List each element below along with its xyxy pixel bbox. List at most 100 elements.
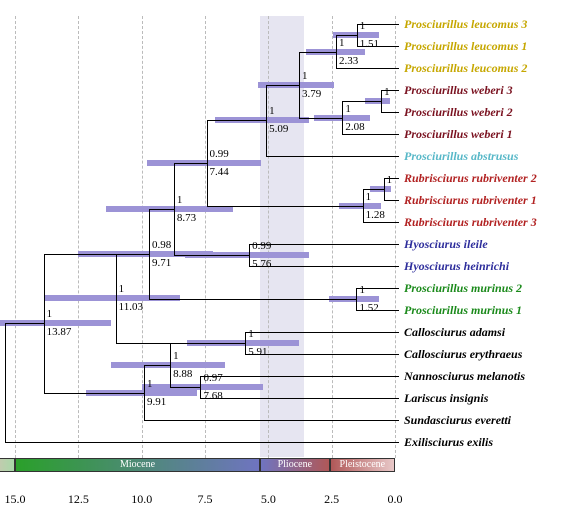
branch-horizontal bbox=[342, 134, 395, 135]
tip-tick bbox=[395, 420, 399, 421]
tip-tick bbox=[395, 112, 399, 113]
branch-vertical bbox=[207, 120, 208, 205]
support-label: 1 bbox=[359, 284, 365, 296]
support-label: 1 bbox=[177, 194, 183, 206]
branch-horizontal bbox=[200, 376, 395, 377]
tip-label: Prosciurillus weberi 2 bbox=[404, 105, 513, 120]
tip-tick bbox=[395, 266, 399, 267]
tip-tick bbox=[395, 244, 399, 245]
age-label: 5.91 bbox=[248, 346, 267, 358]
age-label: 9.71 bbox=[152, 257, 171, 269]
age-label: 5.76 bbox=[252, 258, 271, 270]
branch-horizontal bbox=[149, 299, 356, 300]
tip-tick bbox=[395, 398, 399, 399]
support-label: 1 bbox=[119, 283, 125, 295]
branch-vertical bbox=[174, 163, 175, 255]
branch-horizontal bbox=[363, 222, 395, 223]
age-label: 3.79 bbox=[302, 88, 321, 100]
support-label: 0.98 bbox=[152, 239, 171, 251]
tip-tick bbox=[395, 134, 399, 135]
branch-horizontal bbox=[170, 343, 245, 344]
support-label: 1 bbox=[47, 308, 53, 320]
support-label: 1 bbox=[360, 20, 366, 32]
branch-horizontal bbox=[336, 68, 395, 69]
tip-label: Hyosciurus ileile bbox=[404, 237, 488, 252]
support-label: 1 bbox=[269, 105, 275, 117]
branch-horizontal bbox=[381, 112, 395, 113]
support-label: 1 bbox=[339, 37, 345, 49]
tip-tick bbox=[395, 68, 399, 69]
age-label: 2.08 bbox=[345, 121, 364, 133]
branch-horizontal bbox=[207, 120, 267, 121]
branch-vertical bbox=[5, 323, 6, 442]
age-label: 11.03 bbox=[119, 301, 143, 313]
tip-tick bbox=[395, 376, 399, 377]
support-label: 1 bbox=[366, 191, 372, 203]
branch-vertical bbox=[363, 189, 364, 222]
age-label: 7.44 bbox=[210, 166, 229, 178]
branch-vertical bbox=[245, 332, 246, 354]
age-label: 5.09 bbox=[269, 123, 288, 135]
branch-vertical bbox=[44, 254, 45, 393]
tip-label: Prosciurillus abstrusus bbox=[404, 149, 518, 164]
support-label: 1 bbox=[345, 103, 351, 115]
branch-horizontal bbox=[299, 52, 336, 53]
tip-tick bbox=[395, 222, 399, 223]
branch-horizontal bbox=[200, 398, 395, 399]
branch-horizontal bbox=[207, 206, 363, 207]
branch-horizontal bbox=[144, 365, 170, 366]
timescale-segment: Miocene bbox=[15, 458, 260, 472]
support-label: 0.99 bbox=[210, 148, 229, 160]
tip-tick bbox=[395, 24, 399, 25]
tip-tick bbox=[395, 178, 399, 179]
branch-horizontal bbox=[5, 323, 44, 324]
age-label: 9.91 bbox=[147, 396, 166, 408]
branch-vertical bbox=[356, 288, 357, 310]
branch-horizontal bbox=[44, 254, 149, 255]
tip-tick bbox=[395, 46, 399, 47]
branch-horizontal bbox=[44, 393, 144, 394]
support-label: 1 bbox=[173, 350, 179, 362]
tip-label: Prosciurillus weberi 1 bbox=[404, 127, 513, 142]
tip-label: Prosciurillus leucomus 2 bbox=[404, 61, 527, 76]
tip-tick bbox=[395, 354, 399, 355]
gridline bbox=[395, 16, 396, 458]
branch-vertical bbox=[144, 365, 145, 420]
branch-horizontal bbox=[245, 332, 395, 333]
tip-tick bbox=[395, 288, 399, 289]
branch-vertical bbox=[357, 24, 358, 46]
support-label: 1 bbox=[387, 174, 393, 186]
tip-label: Prosciurillus murinus 1 bbox=[404, 303, 522, 318]
branch-vertical bbox=[149, 209, 150, 299]
branch-horizontal bbox=[5, 442, 395, 443]
branch-vertical bbox=[336, 35, 337, 68]
branch-vertical bbox=[170, 343, 171, 387]
branch-vertical bbox=[384, 178, 385, 200]
tip-label: Prosciurillus leucomus 3 bbox=[404, 17, 527, 32]
branch-horizontal bbox=[299, 118, 342, 119]
timescale-segment: Pleistocene bbox=[330, 458, 395, 472]
branch-horizontal bbox=[266, 85, 299, 86]
age-label: 8.88 bbox=[173, 368, 192, 380]
age-label: 7.68 bbox=[203, 390, 222, 402]
tip-tick bbox=[395, 200, 399, 201]
tip-tick bbox=[395, 442, 399, 443]
tip-label: Exilisciurus exilis bbox=[404, 435, 493, 450]
tip-label: Prosciurillus leucomus 1 bbox=[404, 39, 527, 54]
age-label: 13.87 bbox=[47, 326, 72, 338]
timescale-segment: Pliocene bbox=[260, 458, 330, 472]
branch-vertical bbox=[266, 85, 267, 157]
branch-horizontal bbox=[170, 387, 200, 388]
branch-horizontal bbox=[149, 209, 174, 210]
tip-label: Lariscus insignis bbox=[404, 391, 488, 406]
support-label: 0.99 bbox=[252, 240, 271, 252]
tip-tick bbox=[395, 156, 399, 157]
timescale-segment bbox=[0, 458, 15, 472]
tip-label: Prosciurillus murinus 2 bbox=[404, 281, 522, 296]
tip-label: Prosciurillus weberi 3 bbox=[404, 83, 513, 98]
tip-tick bbox=[395, 310, 399, 311]
tip-label: Callosciurus adamsi bbox=[404, 325, 505, 340]
branch-horizontal bbox=[144, 420, 395, 421]
age-label: 1.28 bbox=[366, 209, 385, 221]
tip-label: Sundasciurus everetti bbox=[404, 413, 511, 428]
